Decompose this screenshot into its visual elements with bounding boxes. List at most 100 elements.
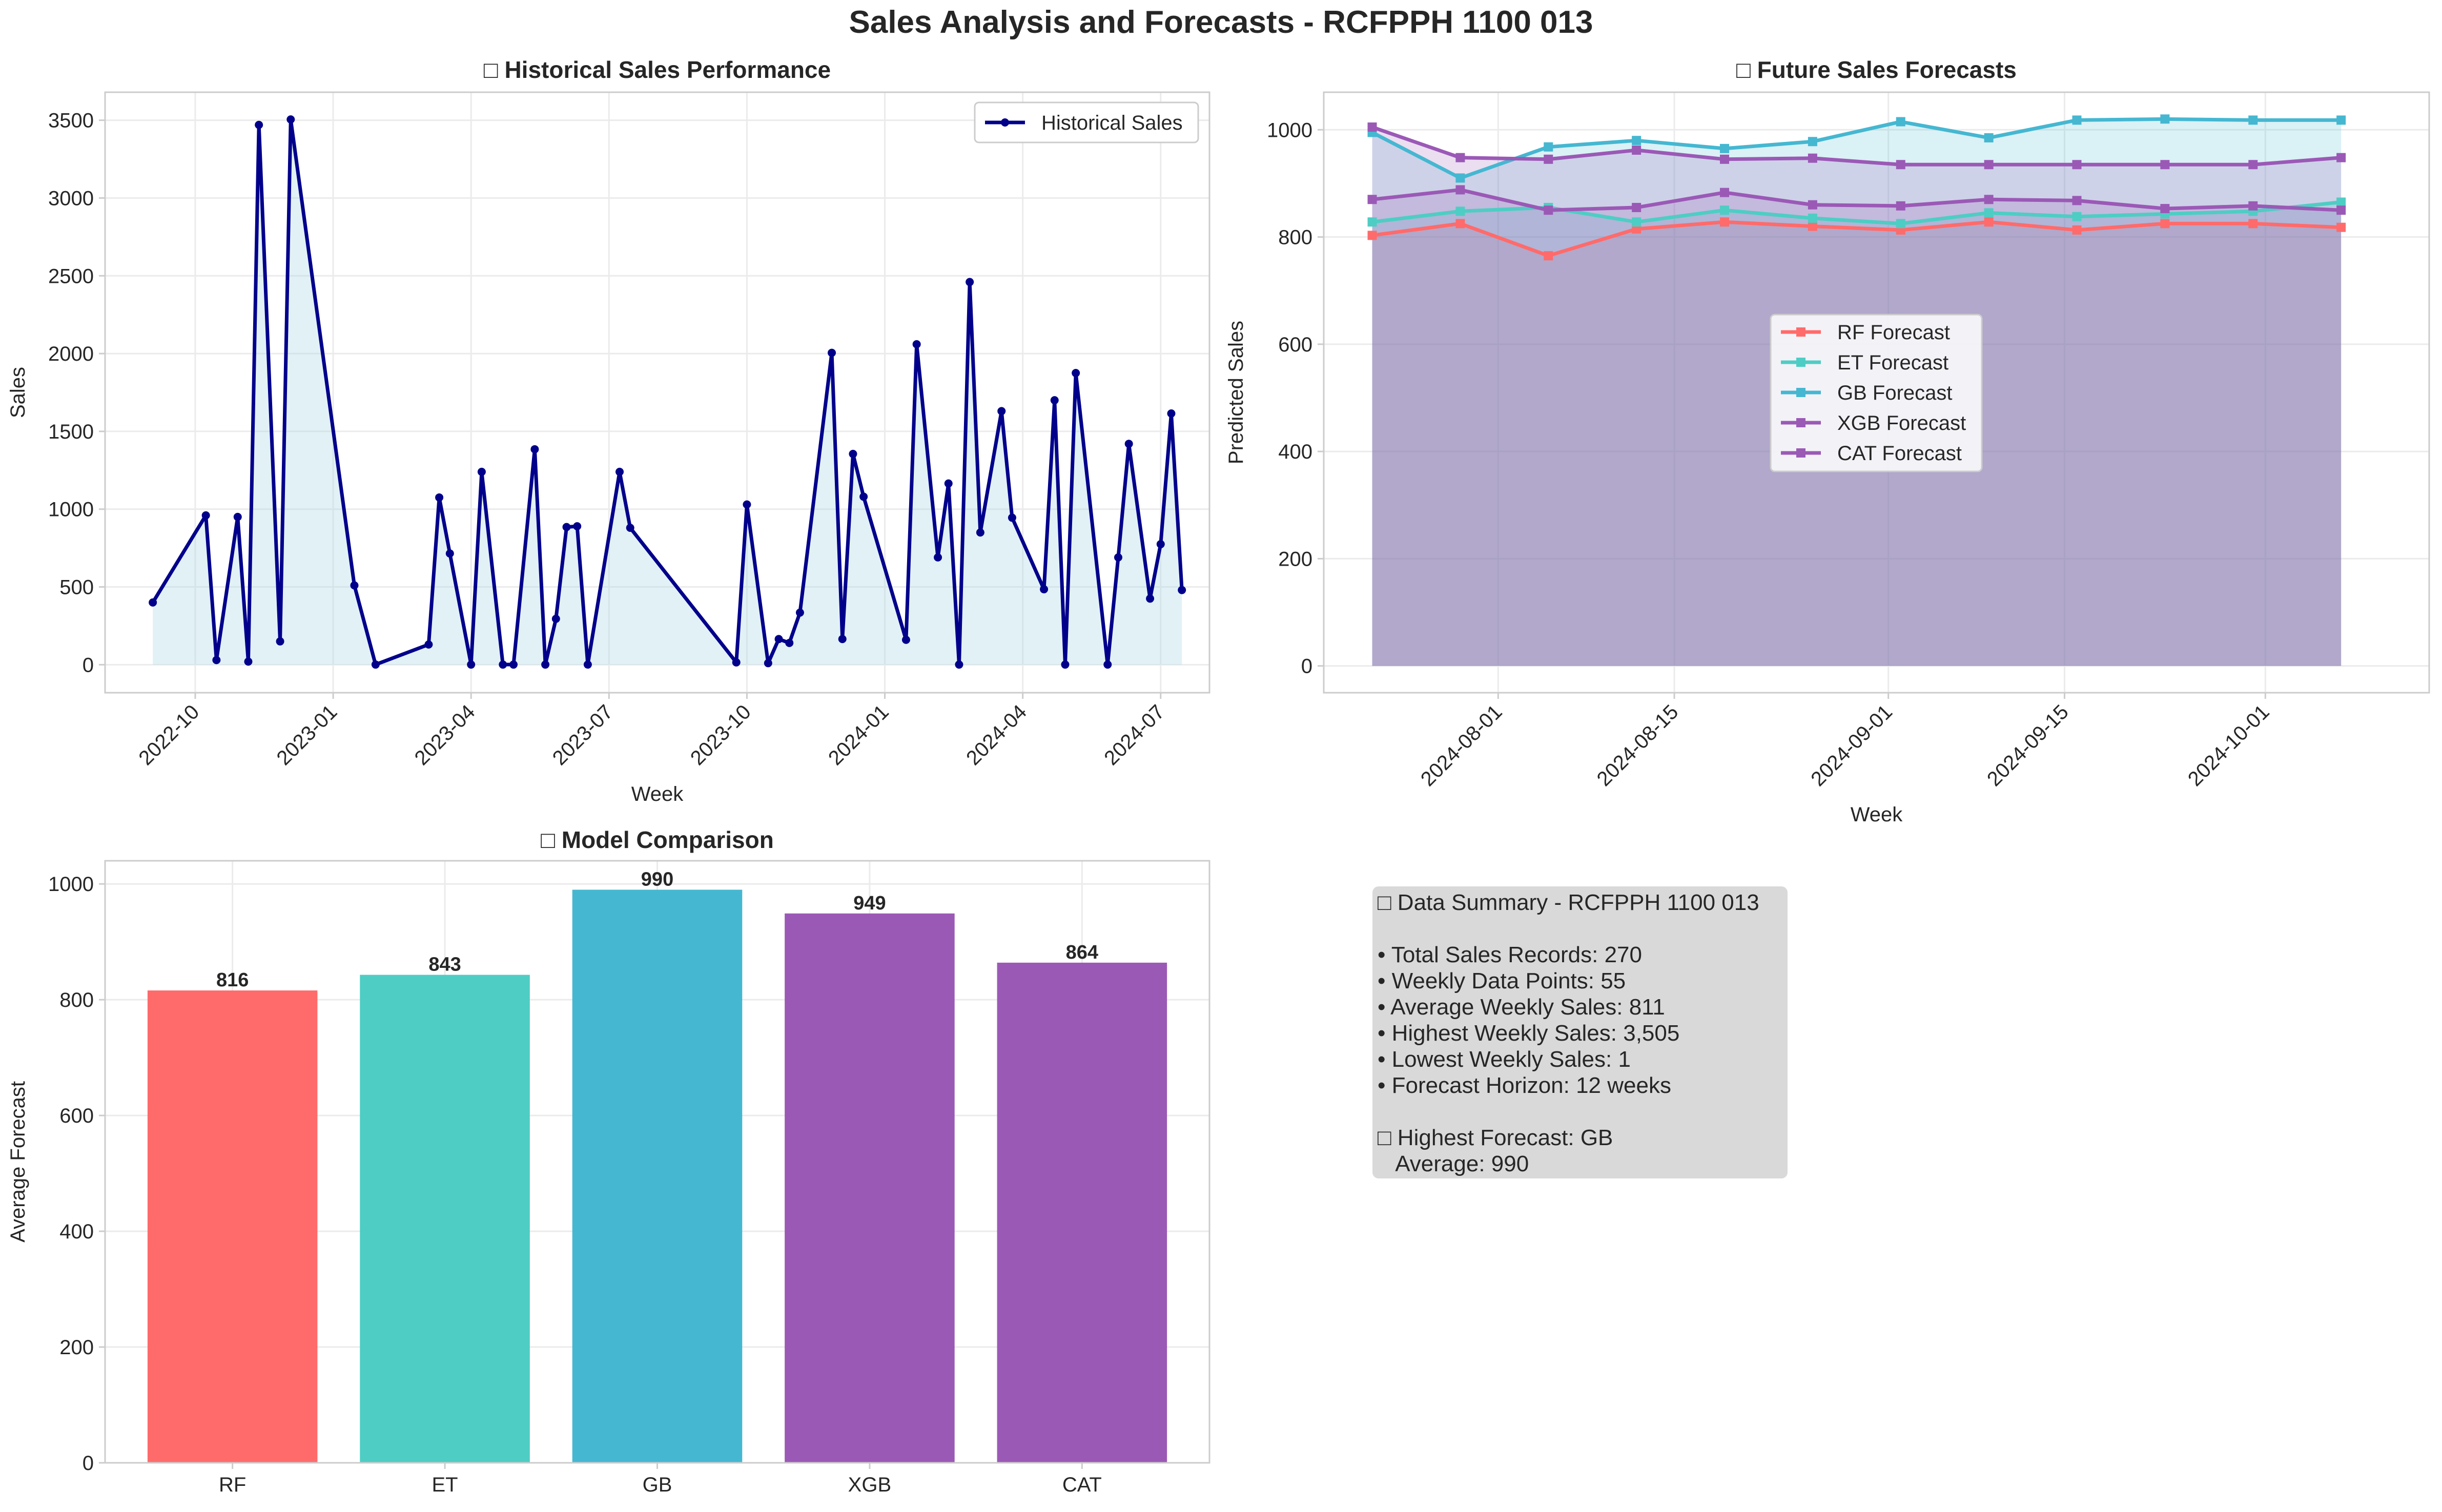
summary-item: • Weekly Data Points: 55 [1378,968,1626,993]
forecast-point-xgb [1720,154,1730,164]
summary-title: □ Data Summary - RCFPPH 1100 013 [1378,890,1759,915]
historical-sales-point [499,660,507,669]
y-tick-label: 600 [1278,334,1312,356]
historical-sales-point [371,660,380,669]
forecast-point-cat [2072,196,2082,205]
summary-item: • Forecast Horizon: 12 weeks [1378,1073,1671,1098]
x-tick-label: 2024-09-01 [1807,700,1897,791]
forecast-point-cat [1896,201,1905,211]
historical-sales-point [1050,396,1059,405]
historical-sales-point [350,581,359,590]
x-tick-label: 2022-10 [134,700,203,770]
forecast-point-xgb [1632,146,1641,155]
legend-frame [974,101,1199,143]
y-axis-label: Sales [7,367,29,418]
forecast-point-et [1367,217,1377,227]
forecast-point-rf [1455,219,1465,229]
y-tick-label: 1000 [1267,119,1312,141]
y-tick-label: 600 [59,1105,94,1127]
forecast-point-xgb [1544,154,1553,164]
historical-sales-point [1072,369,1080,378]
historical-sales-point [530,445,539,453]
model-comparison-chart: 0 200 400 600 800 1000 Average Forecast 816 RF 84… [7,826,1210,1496]
y-tick-label: 500 [59,576,94,599]
forecast-point-cat [2160,204,2170,214]
x-tick-label: 2023-10 [686,700,755,770]
historical-sales-point [244,657,253,666]
forecast-line-rf [1372,220,2342,258]
x-tick-label: 2023-04 [411,700,480,770]
y-tick-label: 800 [1278,226,1312,249]
forecast-point-cat [1808,200,1817,210]
historical-sales-point [1146,594,1155,603]
forecast-point-rf [2336,222,2346,232]
forecast-line-xgb [1371,125,2342,167]
forecast-point-xgb [1984,160,1994,170]
forecast-point-xgb [2248,160,2258,170]
historical-sales-point [212,656,221,665]
forecast-point-gb [1632,136,1641,146]
forecast-point-xgb [1367,122,1377,132]
historical-sales-chart: 0 500 1000 1500 2000 2500 3000 3500 Sales 2022-10… [7,56,1210,805]
x-tick-label: 2023-01 [273,700,342,770]
x-tick-label: 2024-10-01 [2184,700,2274,791]
forecast-point-rf [2160,219,2170,229]
forecast-point-xgb [2336,153,2346,162]
y-tick-label: 200 [1278,548,1312,570]
historical-sales-area [153,119,1182,665]
historical-sales-point [551,614,560,623]
y-tick-label: 3000 [48,187,94,210]
chart-title: □ Future Sales Forecasts [1736,56,2017,83]
forecast-point-gb [1984,133,1994,142]
summary-highest-average: Average: 990 [1378,1151,1529,1176]
historical-sales-point [445,549,454,558]
y-tick-label: 400 [59,1220,94,1243]
legend: Historical Sales [974,101,1199,143]
x-tick-label: RF [219,1474,246,1496]
forecast-point-gb [1808,137,1817,147]
historical-sales-point [1124,440,1133,448]
historical-sales-point [276,637,284,646]
summary-item: • Highest Weekly Sales: 3,505 [1378,1021,1680,1046]
forecast-line-gb [1371,117,2342,180]
summary-item: • Lowest Weekly Sales: 1 [1378,1047,1631,1072]
y-tick-label: 800 [59,989,94,1011]
summary-item: • Total Sales Records: 270 [1378,942,1642,967]
y-tick-label: 200 [59,1336,94,1359]
forecast-point-gb [1720,143,1730,153]
historical-sales-point [785,638,794,647]
forecast-point-cat [1544,205,1553,215]
forecast-point-xgb [1808,153,1817,163]
historical-sales-point [955,660,963,669]
forecast-point-et [1720,205,1730,215]
historical-sales-point [934,553,942,562]
forecast-point-rf [1632,224,1641,234]
historical-sales-point [912,340,921,348]
y-tick-label: 0 [83,654,94,676]
legend-swatch-marker [1796,448,1805,458]
forecast-point-cat [2248,201,2258,211]
bar-gb [572,889,743,1463]
x-tick-label: 2023-07 [548,700,618,770]
future-forecast-chart: 0 200 400 600 800 1000 Predicted Sales 2024-08-… [1225,56,2430,826]
historical-sales-point [849,449,857,458]
forecast-line-cat [1372,188,2342,212]
y-tick-label: 1000 [48,873,94,896]
y-tick-label: 400 [1278,441,1312,463]
historical-sales-point [626,524,634,532]
forecast-point-et [1896,219,1905,229]
historical-sales-point [509,660,518,669]
forecast-point-et [2336,197,2346,207]
legend-frame [1770,314,1983,472]
historical-sales-point [1040,585,1049,594]
historical-sales-point [1061,660,1070,669]
figure-title: Sales Analysis and Forecasts - RCFPPH 11… [849,5,1593,40]
historical-sales-point [743,500,751,509]
x-tick-label: 2024-04 [962,700,1031,770]
x-tick-label: 2024-08-01 [1417,700,1507,791]
historical-sales-point [1156,540,1165,549]
forecast-point-xgb [1896,160,1905,170]
y-axis-label: Average Forecast [7,1081,29,1242]
legend-swatch-marker [1796,388,1805,397]
forecast-point-rf [1720,217,1730,227]
